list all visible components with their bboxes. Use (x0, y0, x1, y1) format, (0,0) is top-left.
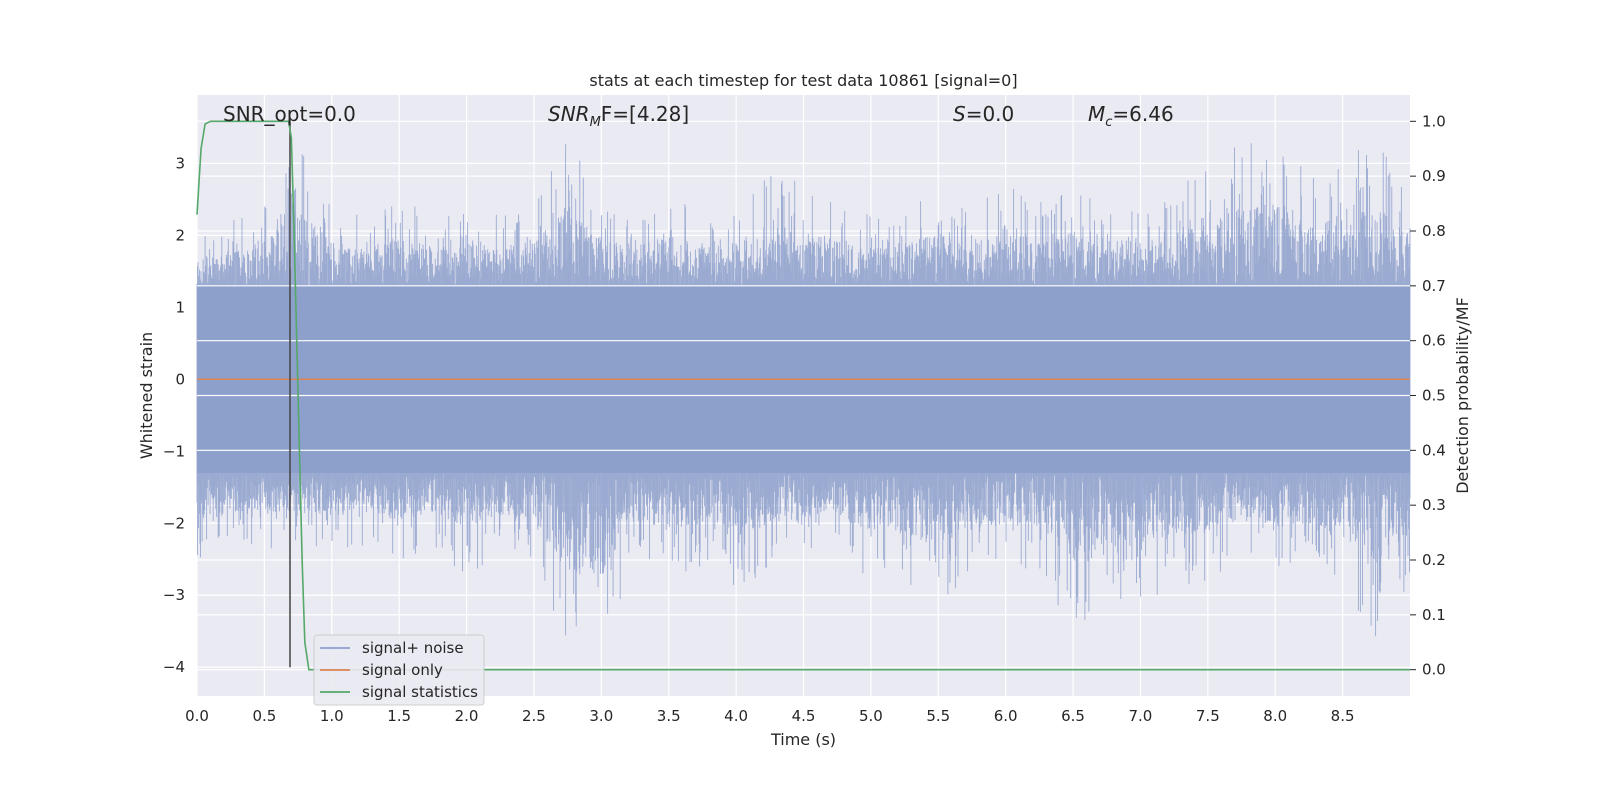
x-tick-label: 0.0 (185, 707, 209, 725)
annotation-mc-sub: c (1105, 115, 1112, 130)
x-tick-label: 3.0 (589, 707, 613, 725)
x-tick-label: 1.0 (320, 707, 344, 725)
x-tick-label: 0.5 (252, 707, 276, 725)
x-tick-label: 2.5 (522, 707, 546, 725)
y2-tick-label: 1.0 (1422, 112, 1446, 130)
y2-tick-label: 0.8 (1422, 222, 1446, 240)
legend-box (313, 634, 485, 706)
y2-tick-label: 0.9 (1422, 167, 1446, 185)
y-tick-label: −3 (163, 586, 185, 604)
legend: signal+ noise signal only signal statistic… (313, 634, 485, 706)
x-tick-label: 5.0 (859, 707, 883, 725)
x-axis-label: Time (s) (770, 730, 836, 749)
x-tick-label: 3.5 (657, 707, 681, 725)
annotation-s-value: =0.0 (966, 102, 1015, 126)
y2-tick-label: 0.3 (1422, 496, 1446, 514)
x-tick-label: 7.5 (1196, 707, 1220, 725)
legend-label: signal statistics (362, 683, 478, 701)
y-tick-label: 1 (175, 298, 185, 316)
annotation-mc-symbol: M (1088, 102, 1105, 126)
x-tick-label: 6.5 (1061, 707, 1085, 725)
annotation-snr-mf-suffix: F=[4.28] (601, 102, 689, 126)
x-tick-label: 1.5 (387, 707, 411, 725)
annotation-snr-mf: SNRMF=[4.28] (548, 102, 689, 130)
y2-tick-label: 0.4 (1422, 441, 1446, 459)
x-tick-label: 2.0 (455, 707, 479, 725)
annotation-snr-mf-sub: M (590, 115, 601, 130)
x-tick-label: 8.5 (1331, 707, 1355, 725)
annotation-snr-opt: SNR_opt=0.0 (223, 102, 356, 126)
annotation-s-symbol: S (953, 102, 966, 126)
y-tick-label: −2 (163, 514, 185, 532)
y-tick-label: −1 (163, 442, 185, 460)
y2-axis-label: Detection probability/MF (1453, 297, 1472, 494)
y-tick-label: 2 (175, 226, 185, 244)
legend-label: signal only (362, 661, 443, 679)
annotation-s: S=0.0 (953, 102, 1014, 126)
annotation-mc: Mc=6.46 (1088, 102, 1174, 130)
y-tick-label: 0 (175, 370, 185, 388)
annotation-mc-value: =6.46 (1112, 102, 1173, 126)
y2-tick-label: 0.0 (1422, 661, 1446, 679)
series-signal-statistics (196, 120, 1410, 671)
x-tick-label: 4.5 (792, 707, 816, 725)
y-tick-label: −4 (163, 658, 185, 676)
y2-tick-label: 0.2 (1422, 551, 1446, 569)
y2-tick-label: 0.1 (1422, 606, 1446, 624)
y-axis-label: Whitened strain (137, 332, 156, 459)
x-tick-label: 6.0 (994, 707, 1018, 725)
y-tick-label: 3 (175, 154, 185, 172)
legend-label: signal+ noise (362, 639, 464, 657)
y2-tick-label: 0.6 (1422, 332, 1446, 350)
x-tick-label: 7.0 (1129, 707, 1153, 725)
axes: 0.0 0.5 1.0 1.5 2.0 2.5 3.0 3.5 4.0 4.5 5.0 5.5 6.0 6… (163, 112, 1446, 725)
chart-title: stats at each timestep for test data 108… (589, 71, 1017, 90)
signal-statistics-line (196, 120, 1410, 671)
x-tick-label: 5.5 (926, 707, 950, 725)
y2-tick-label: 0.7 (1422, 277, 1446, 295)
y2-tick-label: 0.5 (1422, 387, 1446, 405)
x-tick-label: 8.0 (1263, 707, 1287, 725)
annotation-snr-mf-prefix: SNR (548, 102, 590, 126)
x-tick-label: 4.0 (724, 707, 748, 725)
